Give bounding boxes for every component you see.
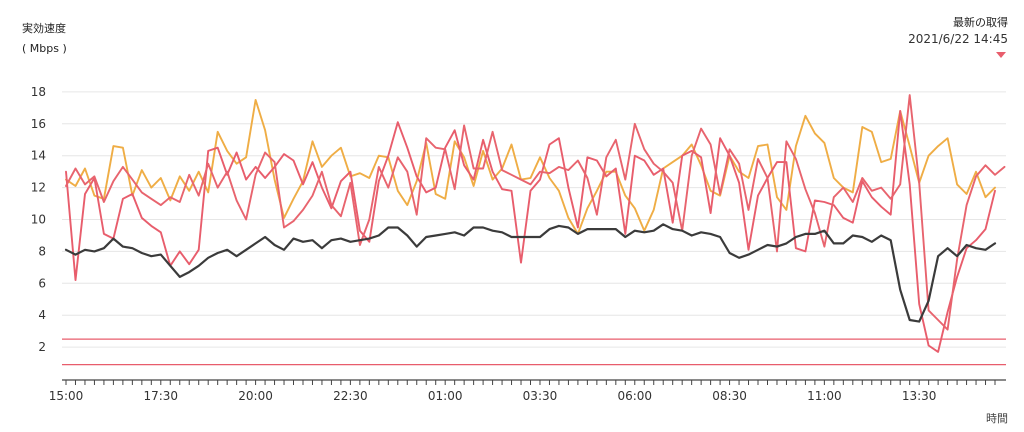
reference-lines [62,338,1006,366]
axes: 15:00 17:30 20:00 22:30 01:00 03:30 06:00 08:30… [49,379,1006,403]
x-tick-label: 22:30 [333,389,368,403]
y-tick-label: 2 [38,340,46,354]
grid: 2 4 6 8 10 12 14 16 18 [31,85,1006,354]
y-tick-label: 10 [31,213,46,227]
y-tick-label: 4 [38,308,46,322]
latest-marker-icon[interactable] [996,52,1006,58]
series-line-4[interactable] [64,223,997,323]
x-tick-label: 17:30 [143,389,178,403]
y-tick-label: 16 [31,117,46,131]
x-tick-label: 08:30 [712,389,747,403]
y-tick-label: 12 [31,181,46,195]
x-axis-unit: 時間 [986,412,1008,425]
series-line-1[interactable] [65,98,996,235]
series-line-3[interactable] [65,94,1006,331]
y-axis-title-line2: ( Mbps ) [22,42,67,55]
y-tick-label: 6 [38,276,46,290]
x-tick-label: 03:30 [523,389,558,403]
y-tick-label: 8 [38,244,46,258]
latest-fetch-date: 2021/6/22 14:45 [908,32,1008,46]
x-tick-label: 15:00 [49,389,84,403]
y-tick-label: 18 [31,85,46,99]
series-line-2[interactable] [65,110,996,353]
y-tick-label: 14 [31,149,46,163]
x-tick-label: 13:30 [902,389,937,403]
series-lines [64,94,1006,353]
x-tick-label: 11:00 [807,389,842,403]
x-tick-label: 06:00 [617,389,652,403]
x-tick-label: 20:00 [238,389,273,403]
y-axis-title-line1: 実効速度 [22,22,66,35]
latest-fetch-label: 最新の取得 [953,16,1008,29]
x-tick-label: 01:00 [428,389,463,403]
